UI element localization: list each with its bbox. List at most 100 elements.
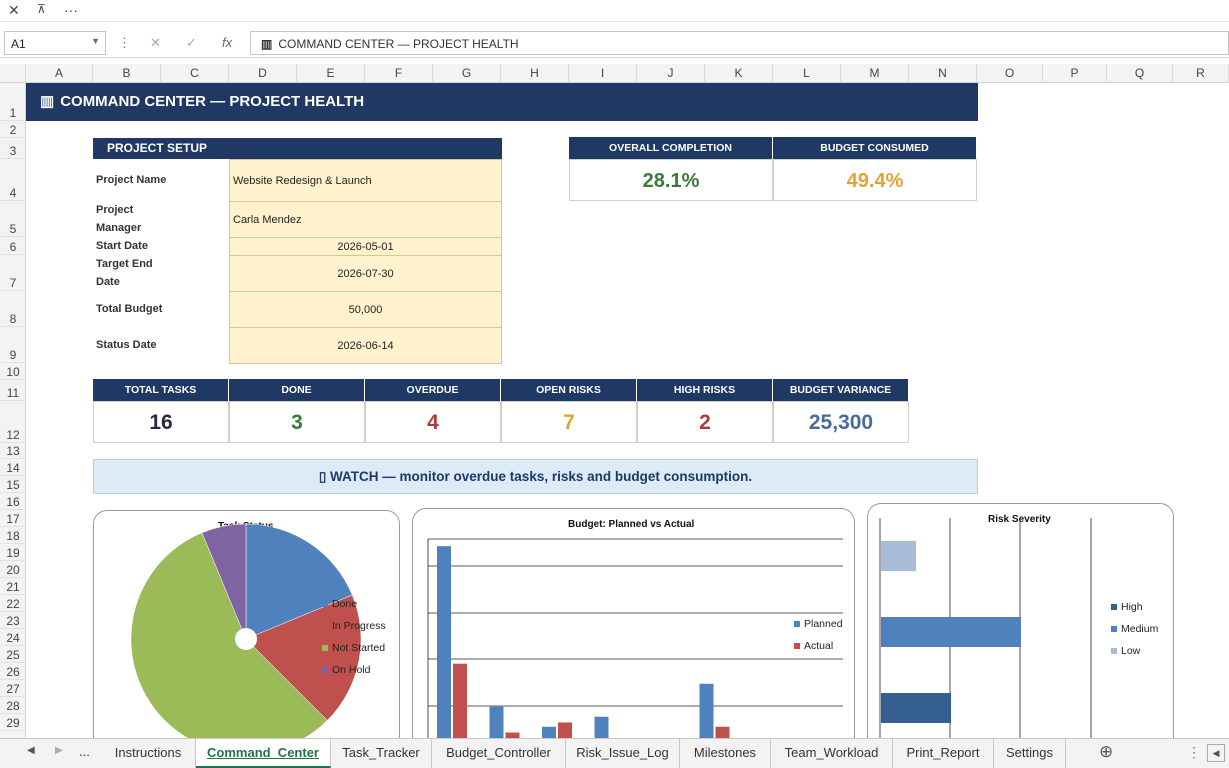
legend-label: High (1121, 601, 1143, 613)
row-header[interactable]: 11 (0, 380, 26, 401)
setup-label: Start Date (96, 240, 148, 252)
column-header[interactable]: H (501, 64, 569, 83)
row-header[interactable]: 16 (0, 493, 26, 510)
row-header[interactable]: 3 (0, 138, 26, 159)
formula-input[interactable]: ▥ COMMAND CENTER — PROJECT HEALTH (250, 31, 1229, 55)
kpi-value: 2 (637, 401, 773, 443)
column-header[interactable]: I (569, 64, 637, 83)
check-icon[interactable]: ✓ (186, 35, 197, 50)
row-header[interactable]: 2 (0, 121, 26, 138)
row-header[interactable]: 8 (0, 291, 26, 327)
sheet-tab-command-center[interactable]: Command_Center (196, 739, 331, 768)
row-header[interactable]: 15 (0, 476, 26, 493)
legend-item: In Progress (322, 620, 386, 632)
setup-label: Target End Date (96, 258, 153, 288)
row-header[interactable]: 26 (0, 663, 26, 680)
column-header[interactable]: R (1173, 64, 1229, 83)
column-header[interactable]: K (705, 64, 773, 83)
name-box[interactable]: A1 ▼ (4, 31, 106, 55)
setup-value-cell[interactable]: 2026-05-01 (229, 237, 502, 256)
column-header[interactable]: P (1043, 64, 1107, 83)
column-header[interactable]: B (93, 64, 161, 83)
legend-swatch (794, 621, 800, 627)
next-sheet-icon[interactable]: ▶ (55, 745, 63, 756)
setup-value-cell[interactable]: 50,000 (229, 291, 502, 328)
column-header[interactable]: J (637, 64, 705, 83)
function-icon[interactable]: fx (222, 35, 233, 50)
setup-value-cell[interactable]: Website Redesign & Launch (229, 159, 502, 202)
bar-high (881, 693, 951, 723)
horizontal-bar-chart (879, 518, 1092, 749)
row-header[interactable]: 5 (0, 201, 26, 237)
row-header[interactable]: 19 (0, 544, 26, 561)
prev-sheet-icon[interactable]: ◀ (27, 745, 35, 756)
row-header[interactable]: 22 (0, 595, 26, 612)
row-header[interactable]: 7 (0, 255, 26, 291)
budget-chart[interactable]: Budget: Planned vs Actual Planned Actual (412, 508, 855, 750)
row-header[interactable]: 27 (0, 680, 26, 697)
scroll-left-icon[interactable]: ◀ (1207, 744, 1225, 762)
row-header[interactable]: 6 (0, 237, 26, 255)
row-header[interactable]: 17 (0, 510, 26, 527)
row-header[interactable]: 12 (0, 401, 26, 443)
sheet-tab-budget-controller[interactable]: Budget_Controller (432, 739, 566, 768)
setup-value-cell[interactable]: 2026-07-30 (229, 255, 502, 292)
row-header[interactable]: 9 (0, 327, 26, 363)
column-header[interactable]: G (433, 64, 501, 83)
column-header[interactable]: N (909, 64, 977, 83)
column-header[interactable]: M (841, 64, 909, 83)
column-header[interactable]: Q (1107, 64, 1173, 83)
more-sheets-button[interactable]: ... (79, 744, 90, 759)
chevron-down-icon[interactable]: ▼ (91, 36, 100, 46)
column-header[interactable]: A (26, 64, 93, 83)
close-icon[interactable]: ✕ (8, 2, 20, 18)
setup-value: 50,000 (348, 303, 383, 316)
sheet-tab-milestones[interactable]: Milestones (680, 739, 771, 768)
column-header[interactable]: O (977, 64, 1043, 83)
row-header[interactable]: 1 (0, 83, 26, 121)
row-header[interactable]: 18 (0, 527, 26, 544)
sheet-tab-settings[interactable]: Settings (994, 739, 1066, 768)
sheet-tab-instructions[interactable]: Instructions (101, 739, 196, 768)
column-header[interactable]: C (161, 64, 229, 83)
column-header[interactable]: L (773, 64, 841, 83)
column-header[interactable]: E (297, 64, 365, 83)
kpi-label: OVERDUE (365, 379, 501, 401)
setup-value-cell[interactable]: Carla Mendez (229, 201, 502, 238)
restore-icon[interactable]: ⊼ (37, 2, 46, 16)
sheet-tab-team-workload[interactable]: Team_Workload (771, 739, 893, 768)
column-header[interactable]: D (229, 64, 297, 83)
chart-title: Risk Severity (988, 514, 1051, 525)
row-header[interactable]: 24 (0, 629, 26, 646)
sheet-tab-risk-issue-log[interactable]: Risk_Issue_Log (566, 739, 680, 768)
select-all[interactable] (0, 64, 26, 83)
sheet-tab-print-report[interactable]: Print_Report (893, 739, 994, 768)
cancel-icon[interactable]: ✕ (150, 35, 161, 50)
setup-value-cell[interactable]: 2026-06-14 (229, 327, 502, 364)
risk-severity-chart[interactable]: Risk Severity High Medium Low (867, 503, 1174, 750)
setup-value: 2026-07-30 (337, 267, 394, 280)
row-header[interactable]: 25 (0, 646, 26, 663)
sheet-tab-task-tracker[interactable]: Task_Tracker (331, 739, 432, 768)
row-header[interactable]: 28 (0, 697, 26, 714)
more-vertical-icon: ⋮ (1187, 744, 1201, 760)
row-header[interactable]: 4 (0, 159, 26, 201)
legend-label: Done (332, 598, 358, 610)
row-header[interactable]: 20 (0, 561, 26, 578)
row-header[interactable]: 14 (0, 459, 26, 476)
setup-value: Carla Mendez (233, 213, 302, 226)
row-header[interactable]: 23 (0, 612, 26, 629)
more-icon[interactable]: ··· (64, 2, 78, 18)
add-sheet-icon[interactable]: ⊕ (1099, 742, 1114, 761)
row-header[interactable]: 13 (0, 443, 26, 459)
setup-label: Status Date (96, 339, 157, 351)
row-header[interactable]: 10 (0, 363, 26, 380)
legend-item: Medium (1111, 623, 1158, 635)
column-header[interactable]: F (365, 64, 433, 83)
row-header[interactable]: 21 (0, 578, 26, 595)
legend-item: Low (1111, 645, 1140, 657)
row-header[interactable]: 29 (0, 714, 26, 731)
kpi-value: 16 (93, 401, 229, 443)
